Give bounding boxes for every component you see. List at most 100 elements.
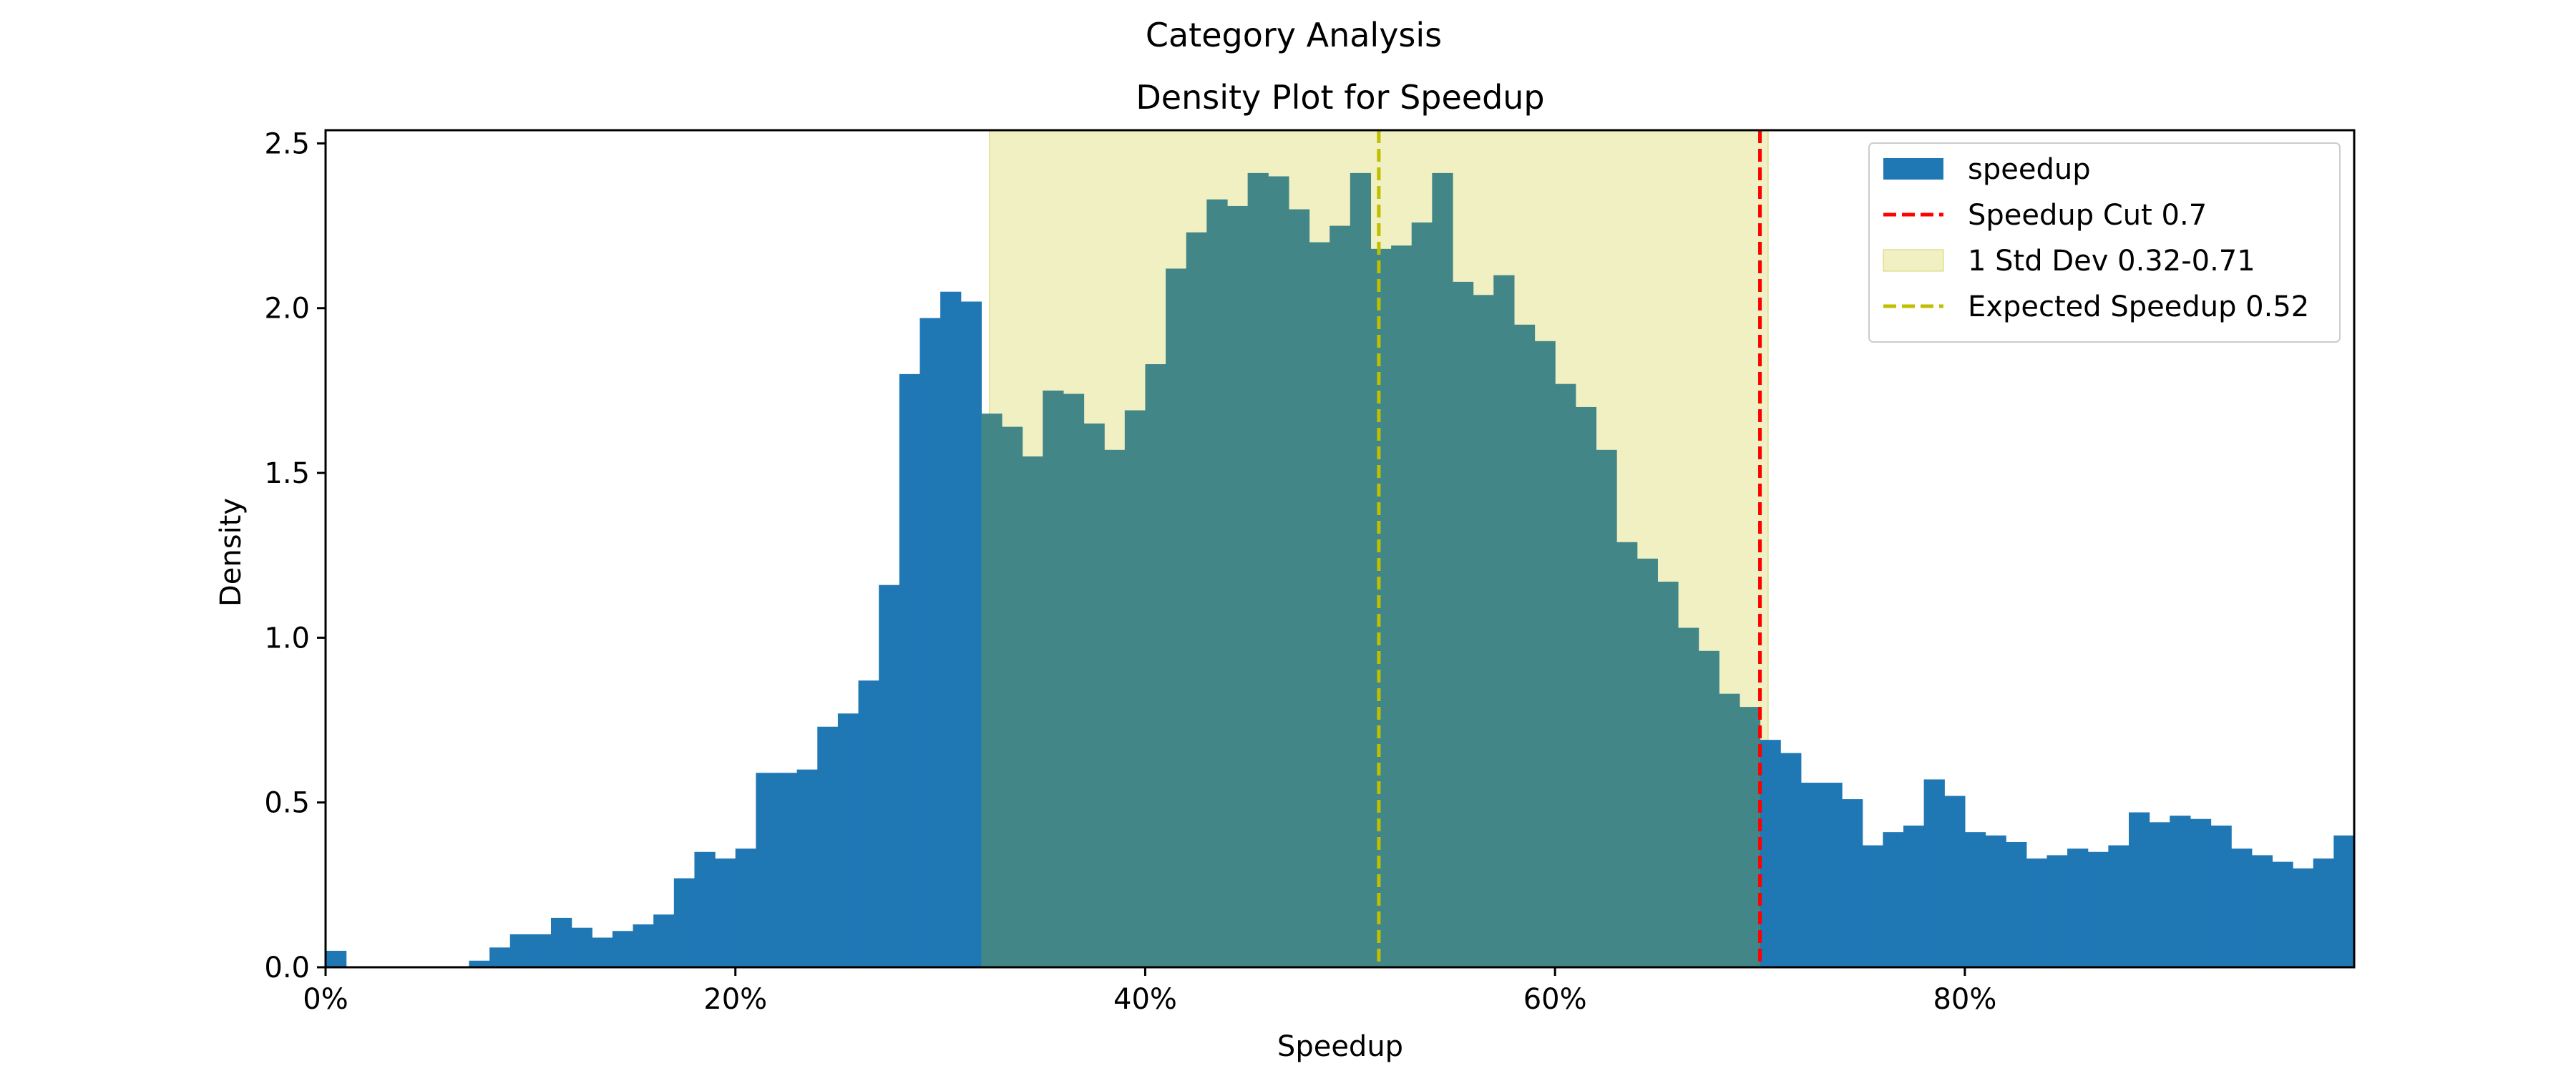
histogram-bar (530, 934, 552, 967)
histogram-bar (1575, 406, 1597, 967)
histogram-bar (2067, 848, 2089, 967)
histogram-bar (592, 937, 613, 967)
histogram-bar (1636, 558, 1658, 967)
histogram-bar (612, 931, 634, 967)
histogram-bar (1760, 740, 1781, 967)
histogram-bar (1227, 205, 1249, 968)
histogram-bar (2149, 822, 2170, 967)
legend-label: Speedup Cut 0.7 (1968, 199, 2207, 232)
legend: speedup Speedup Cut 0.7 1 Std Dev 0.32-0.7… (1868, 142, 2341, 343)
y-axis-ticks: 0.0 0.5 1.0 1.5 2.0 2.5 (264, 127, 326, 984)
y-tick-label: 2.5 (264, 127, 310, 160)
histogram-bar (1616, 542, 1638, 967)
histogram-bar (1268, 176, 1289, 968)
histogram-bar (1350, 172, 1372, 968)
y-tick-label: 1.0 (264, 622, 310, 655)
histogram-bar (1719, 693, 1740, 967)
x-tick-label: 20% (703, 983, 767, 1016)
histogram-bar (1821, 783, 1843, 967)
histogram-bar (2231, 848, 2253, 967)
chart-title: Density Plot for Speedup (1136, 78, 1544, 117)
histogram-bar (1391, 245, 1413, 967)
histogram-bar (1739, 707, 1761, 967)
histogram-bar (1288, 209, 1310, 968)
reference-lines (1377, 130, 1762, 967)
histogram-bar (1903, 825, 1925, 967)
histogram-bar (1104, 449, 1126, 967)
histogram-bar (1698, 650, 1719, 967)
histogram-bar (981, 414, 1002, 967)
legend-label: Expected Speedup 0.52 (1968, 290, 2309, 323)
x-tick-label: 60% (1523, 983, 1587, 1016)
y-tick-label: 1.5 (264, 457, 310, 490)
histogram-bar (1043, 390, 1064, 967)
histogram-bar (673, 878, 696, 967)
y-tick-label: 2.0 (264, 293, 310, 326)
histogram-bar (1800, 783, 1823, 967)
histogram-bar (1063, 393, 1085, 967)
histogram-bar (817, 726, 839, 967)
histogram-bar (1862, 845, 1883, 967)
histogram-bar (837, 713, 859, 967)
histogram-bar (940, 291, 962, 968)
y-tick-label: 0.5 (264, 787, 310, 820)
histogram-bar (633, 924, 654, 967)
histogram-bar (756, 773, 777, 967)
histogram-bar (2313, 858, 2334, 967)
histogram-bar (1493, 275, 1515, 968)
histogram-bar (1206, 199, 1228, 967)
histogram-bar (1022, 456, 1043, 967)
x-tick-label: 40% (1113, 983, 1177, 1016)
x-axis-ticks: 0% 20% 40% 60% 80% (303, 967, 1996, 1016)
histogram-bar (899, 373, 921, 967)
histogram-bar (2333, 835, 2355, 967)
histogram-bar (1411, 222, 1433, 968)
histogram-bar (776, 773, 798, 967)
legend-label: 1 Std Dev 0.32-0.71 (1968, 245, 2255, 278)
histogram-bar (1453, 281, 1474, 967)
histogram-bar (1330, 225, 1351, 968)
histogram-bar (1657, 582, 1679, 967)
y-axis-label: Density (215, 498, 248, 607)
histogram-bar (469, 960, 490, 967)
histogram-bar (694, 851, 716, 967)
histogram-bar (919, 318, 941, 967)
chart-suptitle: Category Analysis (1146, 16, 1442, 54)
histogram-bar (1247, 172, 1269, 968)
histogram-bar (1944, 796, 1966, 967)
histogram-bar (960, 301, 982, 967)
x-tick-label: 0% (303, 983, 348, 1016)
legend-swatch (1883, 249, 1944, 272)
histogram-bar (2046, 855, 2068, 967)
legend-label: speedup (1968, 153, 2091, 186)
histogram-bar (2190, 818, 2212, 967)
histogram-bar (1166, 268, 1187, 967)
histogram-bar (1842, 799, 1863, 967)
histogram-bar (571, 927, 592, 967)
histogram-bar (489, 947, 511, 967)
x-axis-label: Speedup (1277, 1030, 1403, 1063)
plot-frame (324, 129, 2356, 969)
histogram-bar (1002, 426, 1023, 967)
x-tick-label: 80% (1933, 983, 1996, 1016)
histogram-bar (796, 769, 818, 967)
histogram-bar (1555, 383, 1576, 967)
histogram-bar (1678, 627, 1699, 967)
histogram-bar (1145, 364, 1166, 967)
histogram-bar (715, 858, 736, 967)
histogram-bar (2272, 861, 2293, 967)
histogram-bar (879, 585, 900, 967)
histogram-bar (326, 950, 347, 967)
legend-swatch (1883, 158, 1943, 180)
histogram-bar (1432, 172, 1453, 968)
legend-box (1868, 142, 2341, 343)
histogram-bar (1923, 779, 1945, 967)
histogram-bar (2251, 855, 2273, 967)
histogram-bar (653, 914, 675, 967)
histogram-bar (1780, 753, 1802, 967)
histogram-bar (1534, 341, 1556, 967)
histogram-bar (2026, 858, 2048, 967)
histogram-bar (2108, 845, 2129, 967)
histogram-bar (1309, 242, 1330, 968)
histogram-bar (1883, 832, 1904, 967)
